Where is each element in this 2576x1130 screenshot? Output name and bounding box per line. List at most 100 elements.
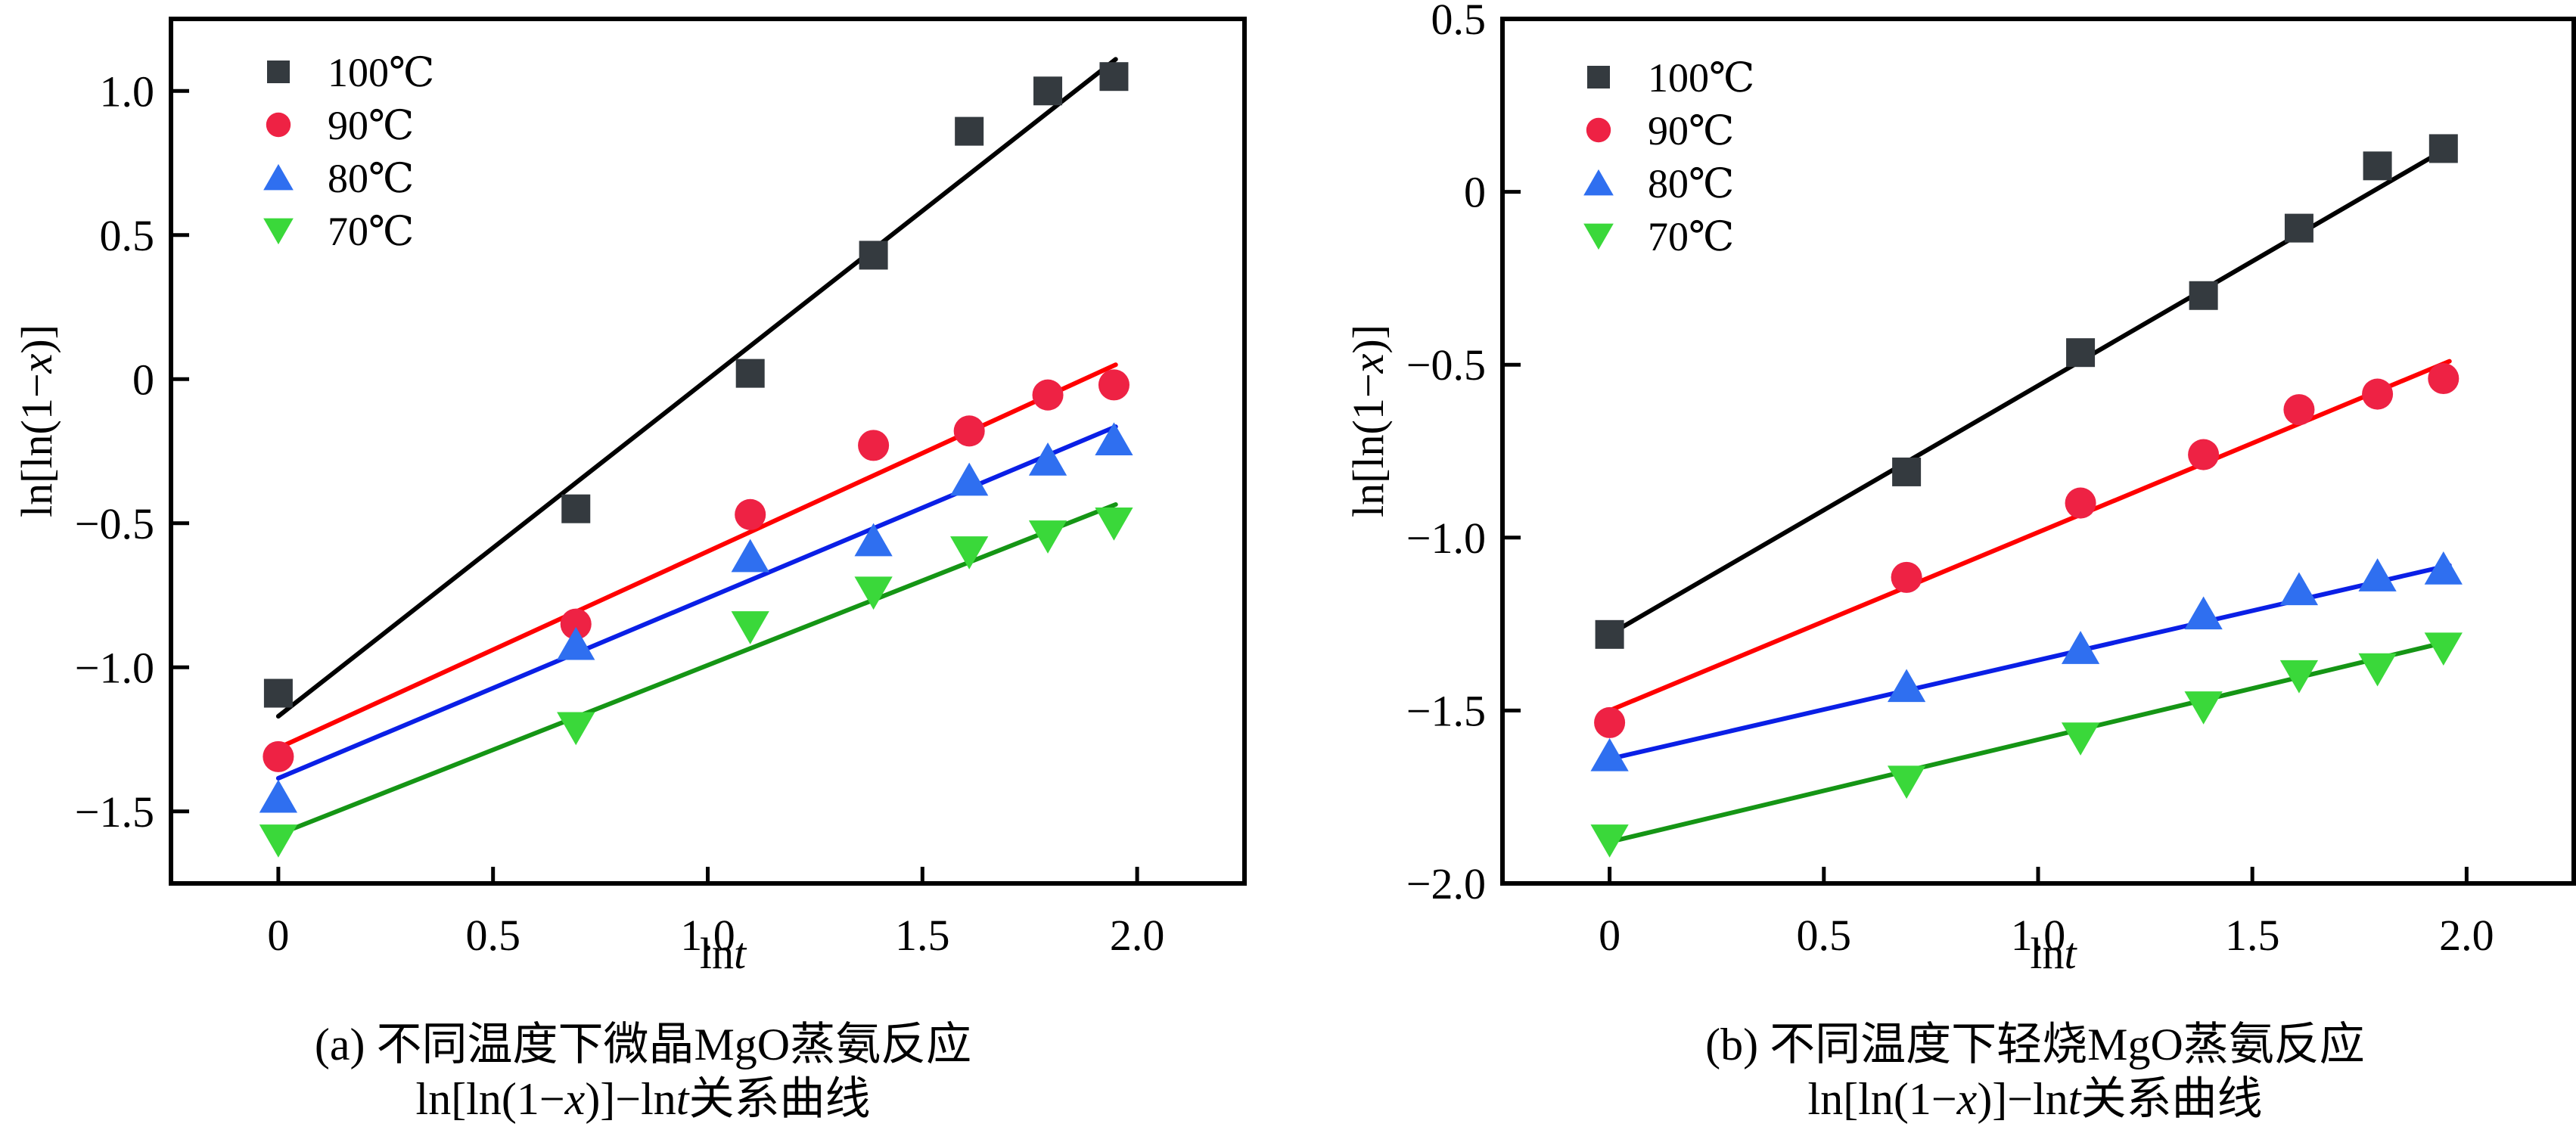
caption-a: (a) 不同温度下微晶MgO蒸氨反应 ln[ln(1−x)]−lnt关系曲线 [0, 1017, 1286, 1126]
data-point [560, 608, 592, 640]
data-point [735, 359, 765, 388]
legend: 100℃ 90℃ 80℃ 70℃ [1583, 55, 1754, 259]
series-70c [259, 507, 1133, 858]
legend-marker-80c [263, 163, 294, 191]
data-point [859, 241, 888, 270]
y-tick-label: −1.5 [75, 787, 154, 837]
x-axis-title: lnt [700, 929, 747, 978]
data-point [557, 712, 595, 746]
x-tick-label: 0 [1599, 911, 1620, 960]
y-tick-label: −1.0 [1406, 514, 1486, 563]
data-point [1095, 507, 1133, 541]
y-tick-label: −0.5 [75, 499, 154, 548]
data-point [2424, 551, 2463, 585]
legend-label: 70℃ [1648, 214, 1734, 259]
data-point [1028, 442, 1067, 476]
legend-marker-90c [1586, 117, 1611, 143]
data-point [2363, 151, 2392, 181]
x-tick-label: 2.0 [2439, 911, 2494, 960]
x-axis-title-ln: ln [700, 929, 734, 978]
series-80c [259, 422, 1133, 813]
y-axis-title: ln[ln(1−x)] [12, 324, 61, 517]
data-point [1595, 619, 1624, 649]
caption-b-line2: ln[ln(1−x)]−lnt关系曲线 [1807, 1074, 2263, 1124]
legend-marker-70c [263, 218, 294, 245]
data-point [1887, 765, 1926, 799]
data-point [557, 626, 595, 660]
data-point [950, 462, 989, 496]
y-axis-title-part: ln[ln(1− [12, 373, 61, 517]
x-tick-label: 0.5 [1797, 911, 1852, 960]
data-point [2279, 660, 2319, 694]
data-point [561, 494, 591, 523]
legend-label: 100℃ [328, 50, 434, 95]
fit-line-90c [1607, 359, 2452, 713]
y-tick-label: 0.5 [100, 211, 155, 260]
y-axis-title-part: ln[ln(1− [1344, 373, 1393, 517]
y-tick-label: −1.0 [75, 643, 154, 692]
data-point [2428, 362, 2459, 395]
data-point [2428, 134, 2458, 163]
y-tick-label: 1.0 [100, 67, 155, 116]
legend-marker-100c [267, 61, 290, 83]
data-point [1892, 457, 1922, 486]
y-tick-label: −1.5 [1406, 686, 1486, 735]
legend-marker-80c [1583, 169, 1614, 196]
legend-label: 90℃ [328, 103, 414, 148]
x-axis-title: lnt [2030, 929, 2077, 978]
data-point [953, 415, 985, 447]
data-point [2424, 632, 2463, 666]
legend-label: 70℃ [328, 209, 414, 254]
data-point [1032, 379, 1064, 411]
data-point [263, 740, 294, 772]
data-point [259, 824, 298, 858]
caption-a-line2: ln[ln(1−x)]−lnt关系曲线 [415, 1074, 871, 1124]
legend-marker-100c [1587, 66, 1610, 88]
x-tick-label: 2.0 [1110, 911, 1165, 960]
caption-a-line1: (a) 不同温度下微晶MgO蒸氨反应 [314, 1020, 972, 1069]
data-point [2189, 281, 2218, 310]
fit-line-80c [1607, 563, 2452, 762]
data-point [858, 430, 890, 461]
series-70c [1590, 632, 2463, 858]
x-axis-title-ln: ln [2030, 929, 2064, 978]
data-point [950, 536, 989, 570]
x-tick-label: 0.5 [465, 911, 520, 960]
legend: 100℃ 90℃ 80℃ 70℃ [263, 50, 434, 254]
legend-label: 80℃ [1648, 161, 1734, 206]
data-point [2188, 439, 2220, 470]
data-point [1590, 737, 1629, 771]
data-point [731, 539, 769, 573]
data-point [1095, 422, 1133, 456]
y-axis-title-part: )] [1344, 324, 1393, 354]
series-100c [1595, 134, 2458, 649]
legend-label: 80℃ [328, 156, 414, 201]
y-axis-title-part: x [12, 353, 61, 374]
fit-line-70c [1607, 638, 2452, 845]
data-point [731, 611, 769, 644]
y-axis-title-part: x [1344, 353, 1393, 374]
data-point [2061, 722, 2100, 756]
data-point [2284, 213, 2313, 243]
data-point [2184, 596, 2223, 630]
x-axis-title-var: t [734, 929, 747, 978]
fit-line-100c [275, 57, 1118, 719]
y-tick-label: 0 [132, 355, 154, 404]
data-point [263, 678, 293, 708]
legend-label: 90℃ [1648, 108, 1734, 154]
fit-line-100c [1607, 144, 2452, 637]
caption-b-line1: (b) 不同温度下轻烧MgO蒸氨反应 [1705, 1020, 2365, 1069]
data-point [259, 779, 298, 813]
y-tick-label: 0.5 [1431, 0, 1487, 44]
y-axis-title: ln[ln(1−x)] [1344, 324, 1393, 517]
data-point [1099, 62, 1129, 92]
chart-panel-b: 0 0.5 1.0 1.5 2.0 −2.0 −1.5 −1.0 −0.5 0 0.5 lnt ln[l… [1344, 0, 2576, 978]
legend-label: 100℃ [1648, 55, 1754, 101]
fit-line-80c [275, 424, 1118, 781]
x-tick-label: 1.5 [2225, 911, 2280, 960]
y-tick-label: 0 [1464, 168, 1486, 217]
data-point [2358, 653, 2397, 687]
legend-marker-70c [1583, 223, 1614, 250]
x-tick-label: 1.0 [680, 911, 735, 960]
